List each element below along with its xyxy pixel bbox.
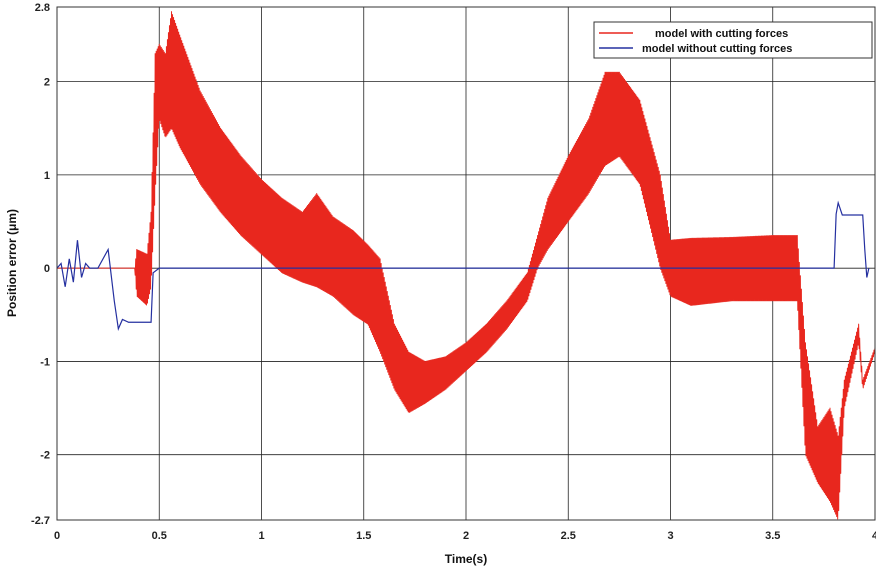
x-tick-label: 3.5 bbox=[765, 530, 780, 542]
x-tick-label: 0.5 bbox=[152, 530, 167, 542]
x-axis-label: Time(s) bbox=[445, 552, 487, 566]
x-tick-label: 3 bbox=[667, 530, 673, 542]
x-tick-labels: 0 0.5 1 1.5 2 2.5 3 3.5 4 bbox=[54, 530, 876, 542]
y-axis-label: Position error (μm) bbox=[5, 209, 19, 317]
legend-label-with-forces: model with cutting forces bbox=[655, 28, 788, 40]
series-with-cutting-forces bbox=[57, 11, 876, 520]
y-tick-labels: -2.7 -2 -1 0 1 2 2.8 bbox=[31, 2, 50, 527]
y-tick-label: 2.8 bbox=[35, 2, 50, 14]
x-tick-label: 0 bbox=[54, 530, 60, 542]
y-tick-label: -2 bbox=[40, 450, 50, 462]
y-tick-label: 1 bbox=[44, 170, 50, 182]
y-tick-label: -1 bbox=[40, 356, 50, 368]
x-tick-label: 4 bbox=[872, 530, 876, 542]
x-tick-label: 2.5 bbox=[561, 530, 576, 542]
x-tick-label: 1.5 bbox=[356, 530, 371, 542]
legend: model with cutting forces model without … bbox=[593, 21, 873, 59]
legend-box bbox=[593, 21, 873, 59]
y-tick-label: 0 bbox=[44, 263, 50, 275]
series-without-cutting-forces bbox=[56, 200, 870, 331]
plot-frame bbox=[56, 6, 876, 521]
series-layer bbox=[56, 11, 876, 520]
x-tick-label: 1 bbox=[258, 530, 264, 542]
y-tick-label: 2 bbox=[44, 77, 50, 89]
y-tick-label: -2.7 bbox=[31, 515, 50, 527]
x-tick-label: 2 bbox=[463, 530, 469, 542]
legend-label-without-forces: model without cutting forces bbox=[642, 43, 792, 55]
